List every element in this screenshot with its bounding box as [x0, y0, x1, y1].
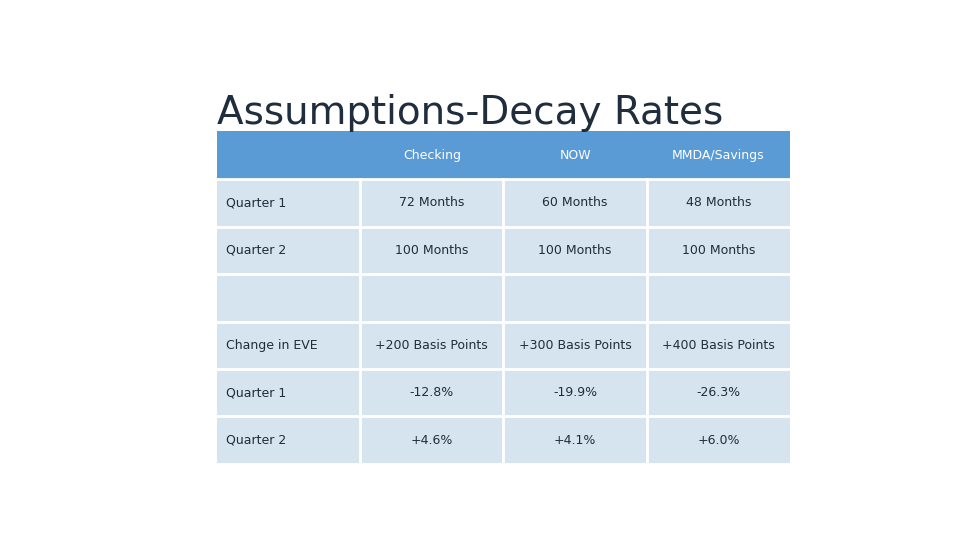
- Text: NOW: NOW: [560, 148, 591, 162]
- Text: -26.3%: -26.3%: [696, 386, 740, 399]
- Text: +6.0%: +6.0%: [697, 434, 740, 447]
- Text: Quarter 1: Quarter 1: [226, 386, 286, 399]
- Text: 100 Months: 100 Months: [539, 244, 612, 257]
- Text: 48 Months: 48 Months: [685, 197, 751, 210]
- Text: MMDA/Savings: MMDA/Savings: [672, 148, 765, 162]
- Text: -19.9%: -19.9%: [553, 386, 597, 399]
- Text: Checking: Checking: [403, 148, 461, 162]
- Text: Quarter 2: Quarter 2: [226, 434, 286, 447]
- Text: 72 Months: 72 Months: [399, 197, 465, 210]
- Text: -12.8%: -12.8%: [410, 386, 454, 399]
- Text: Change in EVE: Change in EVE: [226, 339, 317, 352]
- Text: +400 Basis Points: +400 Basis Points: [662, 339, 775, 352]
- Text: +4.6%: +4.6%: [411, 434, 453, 447]
- Text: +300 Basis Points: +300 Basis Points: [518, 339, 632, 352]
- Text: 100 Months: 100 Months: [682, 244, 756, 257]
- Text: +200 Basis Points: +200 Basis Points: [375, 339, 488, 352]
- Text: 100 Months: 100 Months: [396, 244, 468, 257]
- Text: +4.1%: +4.1%: [554, 434, 596, 447]
- Text: 60 Months: 60 Months: [542, 197, 608, 210]
- Text: Quarter 1: Quarter 1: [226, 197, 286, 210]
- Text: Assumptions-Decay Rates: Assumptions-Decay Rates: [217, 94, 723, 132]
- Text: Quarter 2: Quarter 2: [226, 244, 286, 257]
